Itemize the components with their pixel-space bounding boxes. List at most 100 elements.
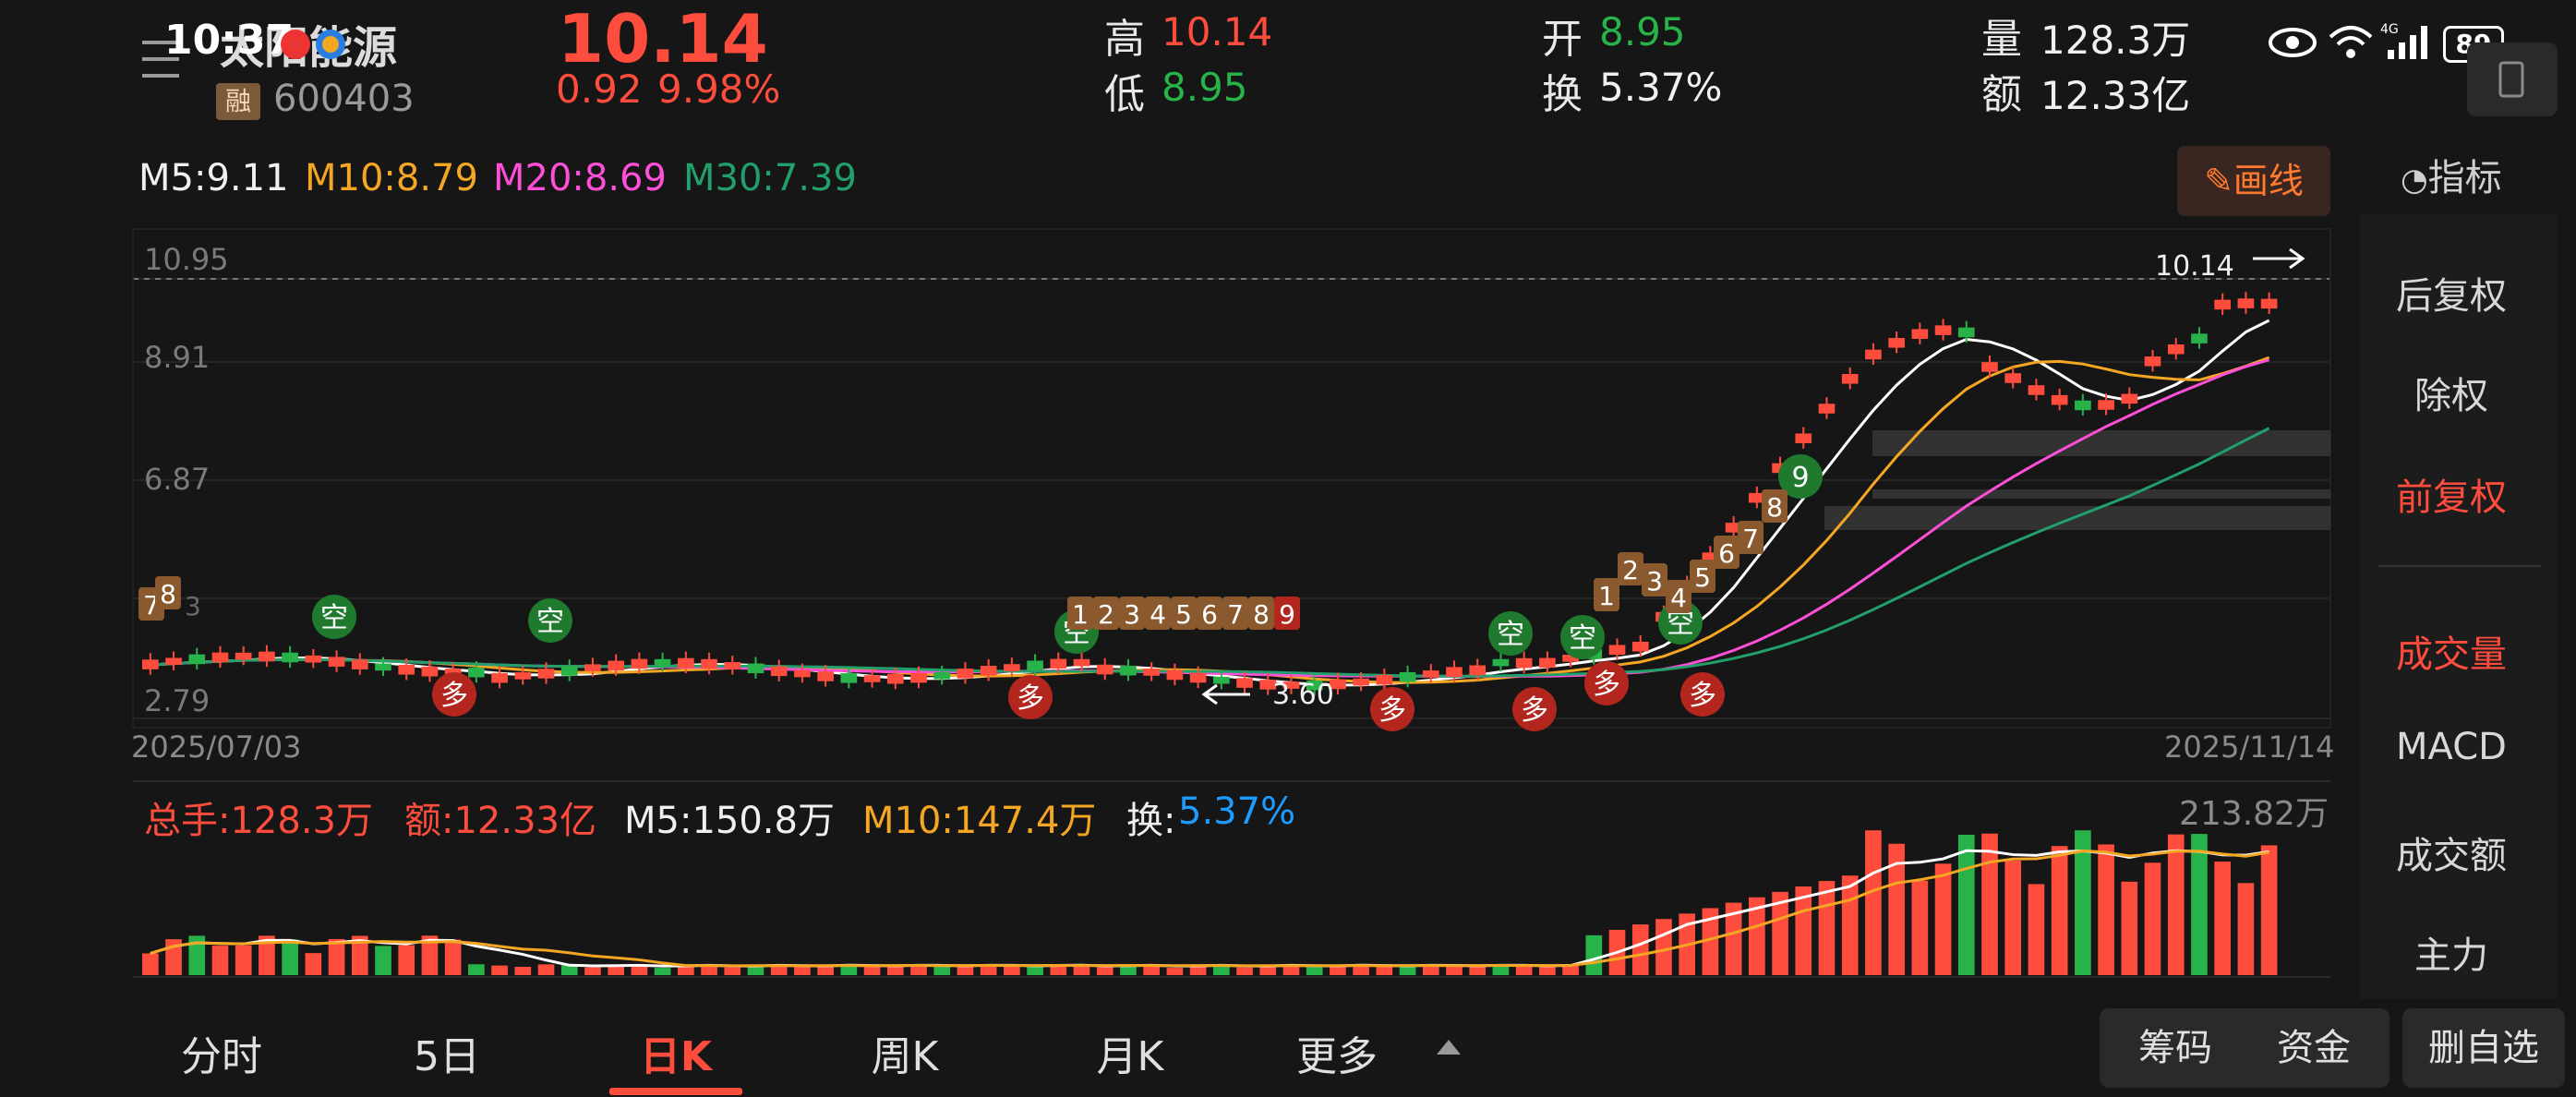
signal-icon: 4G [2380, 20, 2436, 66]
candle-body [933, 671, 951, 680]
volume-bar [1236, 967, 1253, 975]
candle-body [2144, 356, 2161, 367]
amount-label: 额 [1981, 71, 2022, 118]
volume-bar [1655, 919, 1672, 975]
indicator-label: 指标 [2427, 157, 2502, 199]
candle-body [282, 652, 298, 663]
remove-watchlist-button[interactable]: 删自选 [2402, 1008, 2565, 1088]
candle-body [468, 667, 485, 678]
volume-bar [1702, 908, 1719, 975]
volume-bar [1981, 833, 1998, 975]
side-menu-pre-adjust[interactable]: 前复权 [2396, 476, 2507, 519]
candle-body [980, 666, 997, 676]
count-badge-text: 8 [160, 579, 176, 609]
count-badge: 7 [1222, 597, 1248, 630]
volume-bar [1027, 966, 1043, 975]
count-badge: 6 [1714, 536, 1739, 569]
open-label: 开 [1542, 16, 1583, 63]
count-signal-green: 9 [1778, 454, 1823, 499]
volume-bar [1143, 964, 1160, 975]
volume-bar [910, 964, 927, 975]
candle-body [1306, 680, 1323, 691]
funds-label[interactable]: 资金 [2277, 1027, 2351, 1069]
side-menu-volume[interactable]: 成交量 [2396, 633, 2507, 676]
candle-body [1469, 665, 1487, 676]
volume-ma10-line [150, 849, 2269, 968]
volume-bar [957, 966, 974, 975]
candle-body [351, 659, 368, 669]
side-menu-main-force[interactable]: 主力 [2414, 934, 2488, 977]
side-menu-turnover-amount[interactable]: 成交额 [2396, 835, 2507, 877]
count-badge-text: 5 [1175, 599, 1192, 630]
turnover-label: 换 [1542, 71, 1583, 118]
tab-daily-k[interactable]: 日K [639, 1033, 713, 1080]
count-signal-green-text: 9 [1791, 462, 1809, 494]
volume-bar [1353, 964, 1369, 975]
tab-monthly-k[interactable]: 月K [1096, 1033, 1164, 1080]
price-band [1872, 489, 2330, 499]
count-badge: 1 [1594, 578, 1619, 611]
candle-body [1934, 325, 1952, 335]
volume-value: 128.3万 [2040, 18, 2191, 63]
candle-body [1539, 657, 1556, 669]
volume-bar [1562, 964, 1579, 975]
volume-turnover-value: 5.37% [1178, 790, 1296, 833]
volume-bar [2075, 830, 2091, 975]
menu-icon[interactable] [140, 37, 192, 83]
price-axis-partial: 3 [185, 591, 201, 621]
volume-bar [886, 965, 904, 975]
volume-bar [1888, 843, 1905, 975]
count-badge: 3 [1642, 563, 1667, 597]
landscape-toggle-icon[interactable] [2467, 42, 2558, 116]
volume-bar [2260, 845, 2278, 975]
volume-bar [770, 964, 788, 975]
caret-up-icon[interactable] [1435, 1038, 1463, 1060]
tab-5day[interactable]: 5日 [414, 1033, 480, 1080]
volume-bars [142, 830, 2278, 975]
volume-bar [1934, 863, 1952, 975]
volume-bar [724, 967, 741, 975]
volume-bar [282, 939, 298, 975]
candle-body [1981, 362, 1998, 372]
volume-bar [2051, 846, 2068, 975]
candle-body [817, 671, 834, 681]
candle-body [1515, 657, 1533, 669]
candle-body [514, 672, 532, 680]
side-menu-macd[interactable]: MACD [2396, 726, 2507, 768]
volume-bar [1957, 835, 1975, 975]
volume-bar [654, 968, 671, 975]
volume-bar [1492, 964, 1510, 975]
candle-body [840, 673, 858, 683]
candle-body [1888, 338, 1905, 348]
volume-bar [1422, 964, 1439, 975]
count-badge: 2 [1618, 552, 1643, 585]
draw-line-button[interactable]: ✎画线 [2177, 146, 2330, 216]
volume-bar [1585, 934, 1603, 975]
side-menu-post-adjust[interactable]: 后复权 [2396, 275, 2507, 318]
kline-chart[interactable]: 多多多多多 多空空空空空空91 2 3 4 5 6 7 8 912 3456 787 8 10.958.… [0, 0, 2576, 1016]
tab-intraday[interactable]: 分时 [181, 1033, 262, 1080]
candle-body [2260, 298, 2278, 309]
candle-body [608, 660, 624, 671]
candle-body [2237, 298, 2255, 308]
indicator-button[interactable]: ◔指标 [2401, 148, 2502, 201]
candle-body [1562, 655, 1579, 662]
candle-body [2121, 393, 2138, 404]
volume-amount-legend: 额:12.33亿 [404, 800, 596, 842]
candle-body [863, 675, 881, 682]
count-badge-text: 6 [1201, 599, 1218, 630]
eye-icon [2268, 26, 2317, 63]
count-badge-text: 7 [1742, 524, 1759, 554]
tab-more[interactable]: 更多 [1296, 1033, 1378, 1080]
price-axis-label: 6.87 [144, 462, 210, 497]
chips-button[interactable]: 筹码 资金 [2100, 1008, 2389, 1088]
low-label: 低 [1104, 71, 1145, 118]
chart-grid [132, 228, 2331, 978]
candle-body [957, 669, 974, 679]
short-signal-marker: 空 [1560, 615, 1605, 659]
tab-weekly-k[interactable]: 周K [871, 1033, 939, 1080]
status-time: 10:37 [164, 17, 295, 64]
side-menu-ex-right[interactable]: 除权 [2414, 375, 2488, 417]
candle-body [1259, 680, 1277, 690]
volume-bar [1004, 965, 1020, 975]
